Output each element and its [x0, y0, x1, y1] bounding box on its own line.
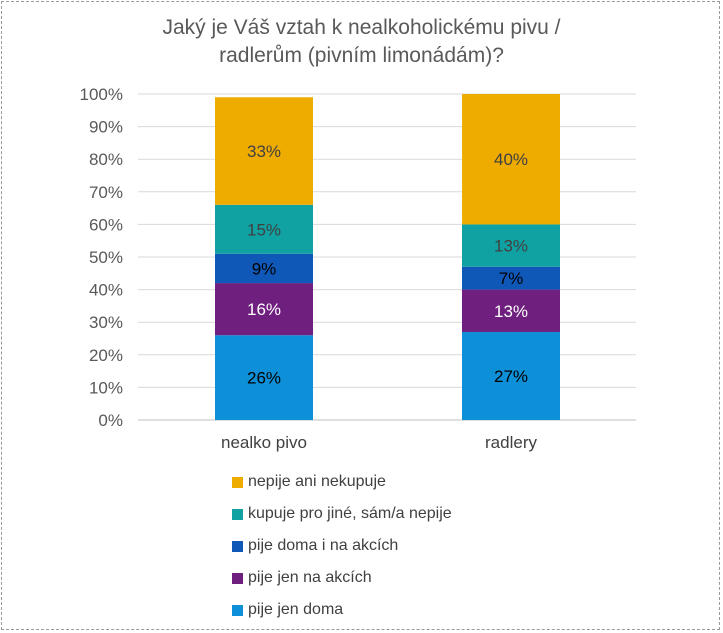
bar-segment: [462, 289, 560, 332]
data-label: 33%: [247, 142, 281, 161]
legend-item: pije doma i na akcích: [232, 536, 398, 556]
data-label: 26%: [247, 369, 281, 388]
data-label: 9%: [252, 259, 277, 278]
data-label: 7%: [499, 269, 524, 288]
bar-segment: [215, 335, 313, 420]
y-tick-label: 60%: [89, 215, 123, 234]
legend-label: pije jen doma: [248, 601, 344, 618]
bar-segment: [462, 94, 560, 225]
bar-segment: [215, 283, 313, 336]
y-tick-label: 100%: [80, 85, 123, 104]
legend-swatch: [232, 540, 243, 552]
data-label: 15%: [247, 220, 281, 239]
y-tick-label: 10%: [89, 378, 123, 397]
legend-swatch: [232, 604, 243, 616]
y-tick-label: 80%: [89, 150, 123, 169]
bar-segment: [462, 224, 560, 267]
data-label: 13%: [494, 237, 528, 256]
bar-segment: [462, 331, 560, 420]
y-tick-label: 30%: [89, 313, 123, 332]
data-label: 27%: [494, 367, 528, 386]
legend-item: pije jen na akcích: [232, 568, 372, 588]
data-label: 16%: [247, 300, 281, 319]
legend-item: kupuje pro jiné, sám/a nepije: [232, 504, 452, 524]
y-tick-label: 70%: [89, 183, 123, 202]
bar-segment: [215, 97, 313, 205]
legend-swatch: [232, 476, 243, 488]
legend-label: pije jen na akcích: [248, 569, 372, 586]
legend-item: pije jen doma: [232, 600, 343, 620]
x-category-label: nealko pivo: [221, 433, 307, 452]
legend-label: pije doma i na akcích: [248, 537, 399, 554]
legend-swatch: [232, 572, 243, 584]
chart-title: Jaký je Váš vztah k nealkoholickému pivu…: [0, 14, 723, 70]
data-label: 13%: [494, 302, 528, 321]
x-category-label: radlery: [485, 433, 537, 452]
legend-label: nepije ani nekupuje: [248, 473, 386, 490]
bar-segment: [215, 204, 313, 254]
chart-title-line-2: radlerům (pivním limonádám)?: [219, 44, 504, 67]
y-tick-label: 50%: [89, 248, 123, 267]
y-tick-label: 40%: [89, 281, 123, 300]
data-label: 40%: [494, 150, 528, 169]
legend-swatch: [232, 508, 243, 520]
chart-title-line-1: Jaký je Váš vztah k nealkoholickému pivu…: [162, 16, 561, 39]
y-tick-label: 0%: [98, 411, 123, 430]
y-tick-label: 20%: [89, 346, 123, 365]
legend-label: kupuje pro jiné, sám/a nepije: [248, 505, 452, 522]
y-tick-label: 90%: [89, 118, 123, 137]
bar-segment: [462, 266, 560, 290]
legend-item: nepije ani nekupuje: [232, 472, 386, 492]
bar-segment: [215, 253, 313, 284]
